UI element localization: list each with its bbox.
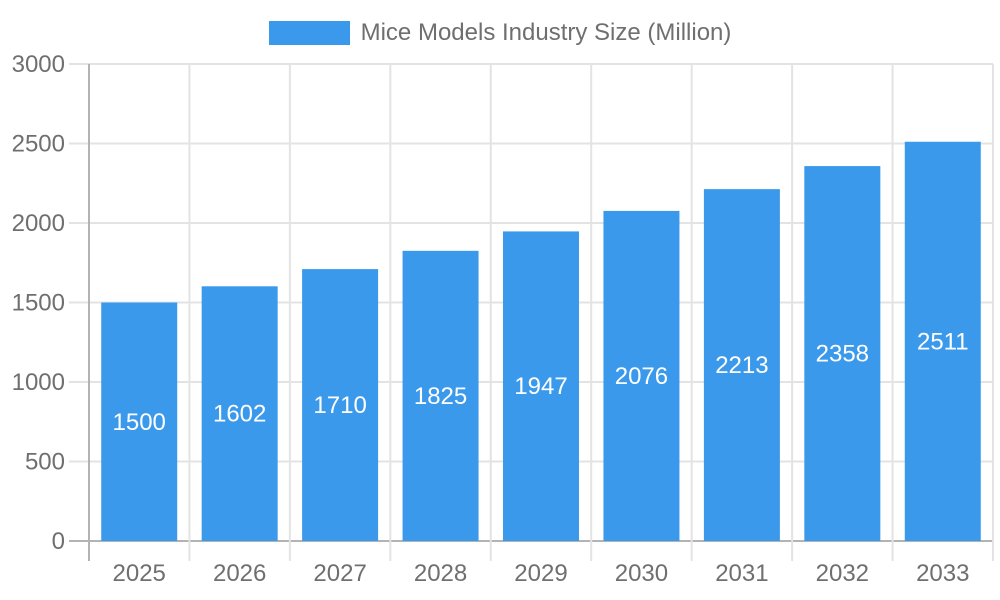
y-tick-label: 500 bbox=[25, 449, 65, 476]
x-tick-label: 2032 bbox=[816, 560, 869, 587]
y-tick-label: 1000 bbox=[12, 369, 65, 396]
chart-legend[interactable]: Mice Models Industry Size (Million) bbox=[0, 19, 1000, 47]
bar-2027[interactable] bbox=[302, 269, 379, 541]
bar-2029[interactable] bbox=[503, 231, 579, 541]
legend-swatch-icon bbox=[268, 21, 350, 45]
x-tick-label: 2027 bbox=[313, 560, 366, 587]
x-tick-label: 2033 bbox=[916, 560, 969, 587]
bar-value-label: 2213 bbox=[715, 352, 768, 379]
y-tick-label: 1500 bbox=[12, 290, 65, 317]
x-tick-label: 2031 bbox=[715, 560, 768, 587]
x-tick-label: 2026 bbox=[213, 560, 266, 587]
y-tick-label: 2000 bbox=[12, 210, 65, 237]
x-tick-label: 2030 bbox=[615, 560, 668, 587]
x-tick-label: 2028 bbox=[414, 560, 467, 587]
bar-2025[interactable] bbox=[101, 302, 178, 542]
bar-2032[interactable] bbox=[804, 166, 881, 541]
bar-2030[interactable] bbox=[603, 210, 680, 541]
y-tick-label: 0 bbox=[52, 528, 65, 555]
x-tick-label: 2025 bbox=[113, 560, 166, 587]
bar-value-label: 1825 bbox=[414, 383, 467, 410]
bar-2026[interactable] bbox=[201, 286, 278, 541]
bar-value-label: 2076 bbox=[615, 363, 668, 390]
bar-2033[interactable] bbox=[904, 141, 981, 541]
bar-2028[interactable] bbox=[402, 250, 479, 541]
bar-2031[interactable] bbox=[703, 189, 780, 541]
bar-value-label: 1947 bbox=[514, 373, 567, 400]
x-tick-label: 2029 bbox=[514, 560, 567, 587]
legend-label: Mice Models Industry Size (Million) bbox=[360, 19, 732, 46]
bar-value-label: 2358 bbox=[816, 341, 869, 368]
bar-value-label: 1602 bbox=[213, 401, 266, 428]
bar-value-label: 2511 bbox=[917, 328, 969, 355]
bar-value-label: 1710 bbox=[313, 392, 366, 419]
y-tick-label: 2500 bbox=[12, 131, 65, 158]
bar-value-label: 1500 bbox=[113, 409, 166, 436]
y-tick-label: 3000 bbox=[12, 51, 65, 78]
